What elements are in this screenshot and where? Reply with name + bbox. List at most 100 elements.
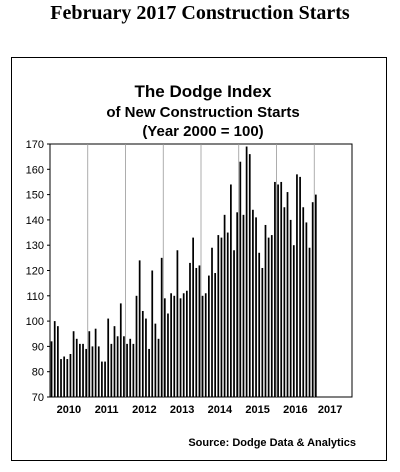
bar xyxy=(255,217,257,397)
bar xyxy=(252,209,254,397)
bar xyxy=(261,267,264,397)
bar xyxy=(163,298,166,397)
chart-source: Source: Dodge Data & Analytics xyxy=(188,437,356,449)
bar xyxy=(248,154,251,397)
bar xyxy=(148,348,150,397)
page-headline: February 2017 Construction Starts xyxy=(50,2,350,24)
bar xyxy=(286,192,289,397)
bar xyxy=(116,336,119,397)
bar xyxy=(233,250,235,397)
bar xyxy=(314,194,317,397)
bar xyxy=(283,207,286,397)
y-tick-label: 110 xyxy=(26,291,44,303)
bar xyxy=(60,359,62,397)
bar xyxy=(113,326,116,397)
bar xyxy=(289,219,292,397)
bar xyxy=(170,293,172,397)
x-tick-label: 2014 xyxy=(208,404,233,416)
bar xyxy=(132,343,135,397)
bar xyxy=(195,267,198,397)
bar xyxy=(311,202,314,397)
bar xyxy=(179,298,182,397)
bar xyxy=(201,295,204,397)
x-tick-label: 2016 xyxy=(283,404,307,416)
x-tick-label: 2010 xyxy=(57,404,81,416)
bar xyxy=(264,224,267,397)
x-tick-label: 2013 xyxy=(170,404,194,416)
bar xyxy=(308,247,311,397)
bar xyxy=(63,356,66,397)
bar xyxy=(277,184,279,397)
bar xyxy=(226,232,229,397)
y-tick-label: 150 xyxy=(26,190,44,202)
bar xyxy=(198,265,201,397)
y-tick-label: 170 xyxy=(26,139,44,151)
bar xyxy=(292,245,295,397)
bar xyxy=(230,184,232,397)
y-tick-label: 160 xyxy=(26,164,44,176)
y-tick-label: 130 xyxy=(26,240,44,252)
bar xyxy=(85,348,88,397)
bar xyxy=(217,235,220,397)
bar xyxy=(50,341,53,397)
bar xyxy=(267,237,270,397)
bar xyxy=(75,338,78,397)
bar xyxy=(299,176,301,397)
bar xyxy=(151,270,154,397)
bar xyxy=(138,260,141,397)
bar xyxy=(53,321,56,397)
plot-area: 70 80 90 100 110 120 130 140 150 160 170 2010 2011 20… xyxy=(26,139,353,416)
bar xyxy=(91,346,94,397)
bar xyxy=(211,247,213,397)
bar xyxy=(239,161,242,397)
bar xyxy=(129,338,132,397)
x-tick-label: 2015 xyxy=(245,404,269,416)
bar xyxy=(88,331,91,397)
bar xyxy=(123,336,125,397)
bar xyxy=(220,237,223,397)
bar xyxy=(176,250,179,397)
bar xyxy=(79,343,81,397)
x-tick-label: 2012 xyxy=(132,404,156,416)
bar xyxy=(270,235,273,397)
bar xyxy=(192,237,195,397)
bar xyxy=(274,181,276,397)
bar xyxy=(72,331,75,397)
bar xyxy=(173,295,176,397)
y-tick-label: 70 xyxy=(32,392,44,404)
bar xyxy=(223,214,226,397)
bar xyxy=(126,343,128,397)
bar xyxy=(141,310,144,397)
bar xyxy=(189,262,191,397)
bar xyxy=(135,295,138,397)
bar xyxy=(110,343,113,397)
y-tick-label: 120 xyxy=(26,266,44,278)
bar xyxy=(107,318,110,397)
bar xyxy=(154,323,157,397)
bar xyxy=(160,257,163,397)
bar xyxy=(145,318,147,397)
bar xyxy=(296,174,298,397)
bar xyxy=(214,273,217,397)
bar xyxy=(167,313,169,397)
chart-subtitle-line-1: of New Construction Starts xyxy=(106,104,299,121)
bar xyxy=(104,361,106,397)
y-tick-label: 100 xyxy=(26,316,44,328)
y-tick-label: 90 xyxy=(32,341,44,353)
chart-title: The Dodge Index xyxy=(135,82,273,101)
bar xyxy=(204,293,207,397)
bar xyxy=(302,207,305,397)
y-tick-label: 80 xyxy=(32,367,44,379)
bar xyxy=(258,252,261,397)
bar xyxy=(97,346,100,397)
y-tick-label: 140 xyxy=(26,215,44,227)
bar xyxy=(82,343,84,397)
bar xyxy=(236,212,239,397)
bar xyxy=(66,359,69,397)
bar xyxy=(305,222,308,397)
bar xyxy=(207,275,210,397)
bar xyxy=(56,326,59,397)
bar xyxy=(119,303,122,397)
bar xyxy=(280,181,283,397)
bar xyxy=(185,290,188,397)
